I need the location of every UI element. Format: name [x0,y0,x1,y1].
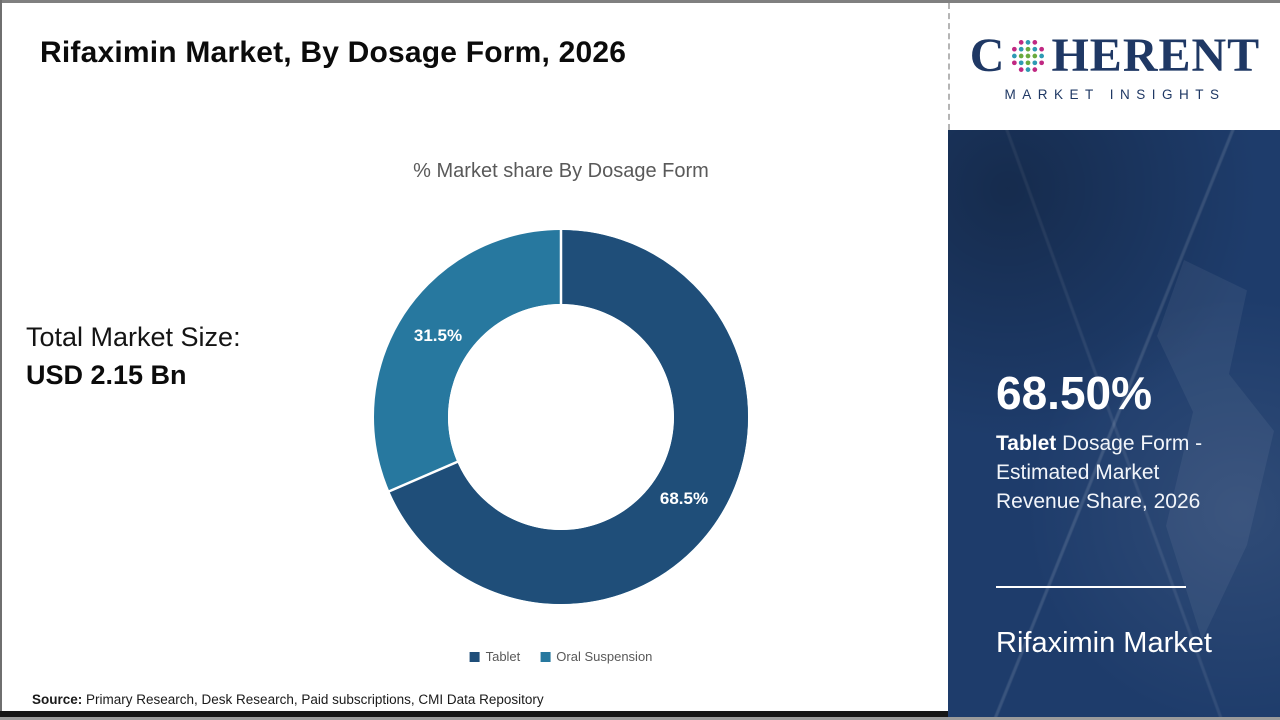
globe-dots-icon [1012,39,1045,72]
chart-legend: Tablet Oral Suspension [469,649,652,664]
donut-hole [448,304,674,530]
top-border-strip [0,0,1280,3]
highlight-description-rest: Dosage Form - Estimated Market Revenue S… [996,432,1203,513]
donut-label-tablet: 68.5% [660,489,708,508]
source-label: Source: [32,692,83,707]
brand-logo: C [948,3,1280,130]
legend-label-oral-suspension: Oral Suspension [556,649,653,664]
sidebar-panel: 68.50% Tablet Dosage Form - Estimated Ma… [948,130,1280,717]
legend-swatch-oral-suspension [540,651,551,662]
total-market-size-label: Total Market Size: [26,322,241,352]
page-title: Rifaximin Market, By Dosage Form, 2026 [40,36,627,69]
legend-swatch-tablet [469,651,480,662]
highlight-description: Tablet Dosage Form - Estimated Market Re… [996,430,1208,517]
legend-item-oral-suspension: Oral Suspension [540,649,652,664]
donut-chart: 31.5% 68.5% [374,223,748,604]
source-note: Source: Primary Research, Desk Research,… [32,692,544,707]
source-text: Primary Research, Desk Research, Paid su… [82,692,544,707]
brand-letters-rest: HERENT [1051,28,1261,82]
bottom-black-bar [0,711,948,717]
total-market-size-value: USD 2.15 Bn [26,360,187,390]
left-border-strip [0,0,2,717]
sidebar-market-name: Rifaximin Market [996,627,1212,659]
legend-item-tablet: Tablet [469,649,521,664]
highlight-segment-name: Tablet [996,432,1057,455]
chart-title: % Market share By Dosage Form [413,160,709,182]
brand-tagline: MARKET INSIGHTS [1004,86,1226,102]
brand-letter-c: C [969,28,1006,82]
total-market-size-block: Total Market Size: USD 2.15 Bn [26,322,241,391]
legend-label-tablet: Tablet [485,649,521,664]
sidebar-divider [996,586,1186,588]
highlight-percentage: 68.50% [996,367,1153,419]
brand-wordmark: C [969,28,1261,82]
donut-label-oral-suspension: 31.5% [414,326,462,345]
bottom-border-strip [0,717,1280,720]
